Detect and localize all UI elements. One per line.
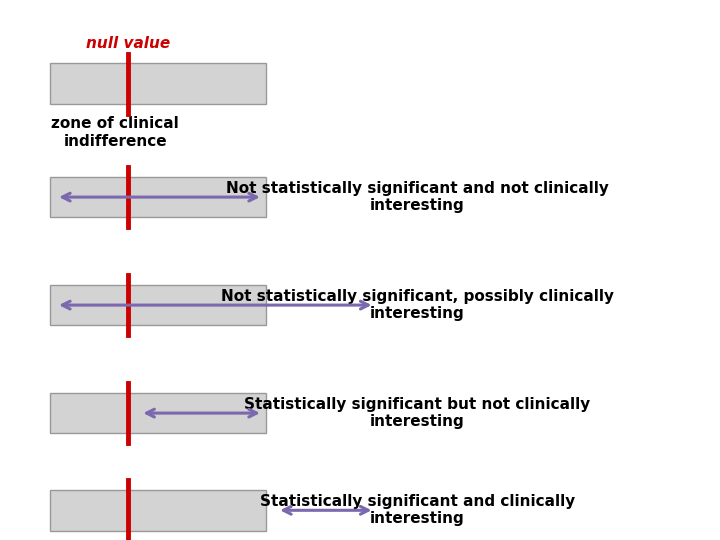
Text: Not statistically significant, possibly clinically
interesting: Not statistically significant, possibly … xyxy=(221,289,614,321)
Text: null value: null value xyxy=(86,36,171,51)
Bar xyxy=(50,490,266,530)
Text: zone of clinical
indifference: zone of clinical indifference xyxy=(51,117,179,148)
Text: Statistically significant but not clinically
interesting: Statistically significant but not clinic… xyxy=(245,397,590,429)
Bar xyxy=(50,63,266,104)
Text: Not statistically significant and not clinically
interesting: Not statistically significant and not cl… xyxy=(226,181,609,213)
Bar xyxy=(50,285,266,325)
Bar xyxy=(50,177,266,217)
Text: Statistically significant and clinically
interesting: Statistically significant and clinically… xyxy=(260,494,575,526)
Bar xyxy=(50,393,266,433)
